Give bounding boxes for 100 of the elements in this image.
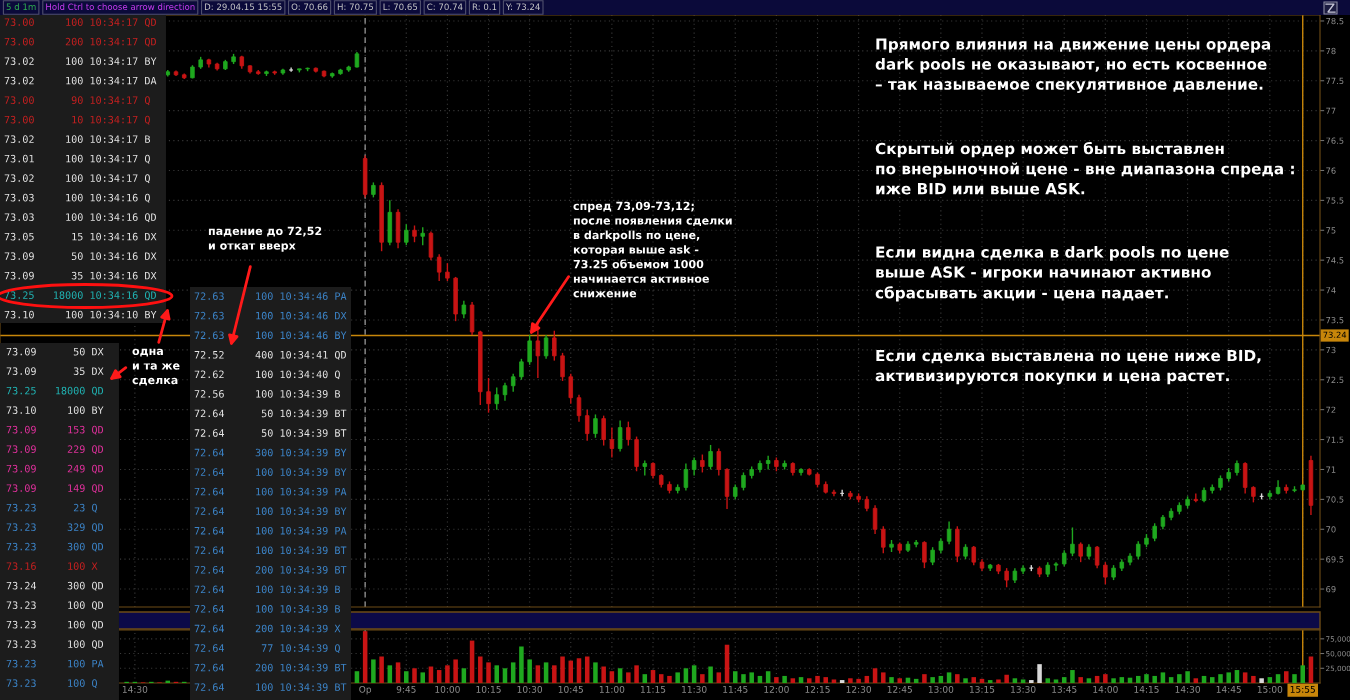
annotation: 73.23 300 QD	[6, 542, 104, 552]
x-tick-label: 14:15	[1134, 686, 1159, 693]
x-tick-label: 13:45	[1052, 685, 1077, 693]
annotation: 73.02 100 10:34:17 Q	[4, 174, 150, 184]
annotation: 73.09 50 10:34:16 DX	[4, 252, 157, 260]
x-tick-label: 14:45	[1216, 686, 1241, 693]
text: O: 70.66	[291, 3, 328, 10]
annotation: 73.23 100 PA	[6, 659, 104, 668]
annotation: 73.23 100 QD	[6, 640, 104, 650]
annotation: 73.23 23 Q	[6, 503, 97, 513]
annotation: 72.64 100 10:34:39 BY	[194, 468, 347, 476]
annotation: 72.63 100 10:34:46 DX	[194, 311, 347, 320]
x-tick-label: 15:55	[1290, 686, 1315, 693]
x-tick-label: 9:45	[396, 685, 416, 693]
y-tick-label: 73	[1326, 346, 1336, 354]
x-tick-label: 13:30	[1011, 685, 1036, 693]
annotation: 72.56 100 10:34:39 B	[194, 390, 341, 398]
annotation: 72.64 100 10:34:39 BT	[194, 546, 347, 555]
annotation: 72.64 50 10:34:39 BT	[194, 409, 347, 418]
text: C: 70.74	[427, 3, 463, 10]
x-tick-label: 10:45	[558, 685, 583, 693]
ref-line-label: 73.24	[1323, 331, 1347, 338]
x-tick-label: 12:15	[805, 685, 830, 693]
x-tick-label: 11:00	[599, 685, 625, 693]
annotation: 72.63 100 10:34:46 PA	[194, 292, 347, 300]
x-tick-label: 14:30	[122, 685, 148, 693]
annotation: Прямого влияния на движение цены ордера dark pools не оказывают, но есть косвенное – так называемое спекулятивное давление.	[875, 38, 1271, 93]
annotation: 73.02 100 10:34:17 BY	[4, 57, 157, 65]
y-tick-label: 71	[1326, 466, 1336, 473]
text: Hold Ctrl to choose arrow direction	[46, 3, 195, 10]
x-tick-label: Op	[359, 685, 372, 695]
annotation: 72.64 200 10:34:39 BT	[194, 566, 347, 574]
annotation: 73.03 100 10:34:16 Q	[4, 193, 150, 203]
y-tick-label: 74.5	[1326, 257, 1344, 264]
y-tick-label: 76	[1326, 167, 1336, 174]
y-tick-label: 72.5	[1326, 376, 1344, 384]
y-tick-label: 70.5	[1326, 496, 1344, 503]
annotation: 73.24 300 QD	[6, 581, 104, 591]
annotation: 72.64 100 10:34:39 B	[194, 585, 341, 594]
annotation: 72.64 100 10:34:39 PA	[194, 487, 347, 496]
annotation: 73.09 35 DX	[6, 367, 104, 375]
annotation: 72.63 100 10:34:46 BY	[194, 331, 347, 340]
annotation: 72.62 100 10:34:40 Q	[194, 370, 340, 380]
y-tick-label: 69.5	[1326, 556, 1344, 563]
x-tick-label: 15:00	[1257, 685, 1283, 693]
annotation: Если видна сделка в dark pools по цене выше ASK - игроки начинают активно сбрасывать акции - цена падает.	[875, 246, 1229, 302]
annotation: падение до 72,52 и откат вверх	[208, 226, 322, 252]
x-tick-label: 11:15	[640, 686, 666, 693]
annotation: 73.16 100 X	[6, 562, 98, 570]
annotation: спред 73,09-73,12; после появления сделки в darkpolls по цене, которая выше ask - 73.25 объемом 1000 начинается активное снижение	[573, 201, 732, 298]
x-tick-label: 12:45	[887, 685, 912, 693]
annotation: 73.09 153 QD	[6, 425, 104, 435]
annotation: 72.64 200 10:34:39 BT	[194, 663, 347, 672]
x-tick-label: 13:00	[928, 685, 954, 693]
x-tick-label: 10:15	[476, 685, 501, 693]
text: Y: 73.24	[505, 3, 540, 10]
y-tick-label: 77	[1326, 107, 1336, 114]
annotation: 73.09 229 QD	[6, 445, 104, 455]
annotation: 72.52 400 10:34:41 QD	[194, 350, 346, 360]
annotation: 73.02 100 10:34:17 B	[4, 135, 151, 143]
annotation: 73.10 100 10:34:10 BY	[4, 310, 157, 319]
annotation: 72.64 77 10:34:39 Q	[194, 644, 340, 654]
annotation: 73.23 329 QD	[6, 523, 104, 533]
annotation: 72.64 100 10:34:39 B	[194, 605, 341, 613]
y-tick-label: 78	[1326, 47, 1336, 55]
x-tick-label: 12:00	[764, 685, 789, 693]
annotation: Если сделка выставлена по цене ниже BID, активизируются покупки и цена растет.	[875, 349, 1261, 385]
text: 72.64 100 10:34:39 BT	[194, 683, 347, 691]
text: 73.23 100 QD	[6, 620, 104, 630]
x-tick-label: 13:15	[969, 685, 995, 693]
annotation: 73.00 200 10:34:17 QD	[4, 37, 156, 47]
x-tick-label: 14:30	[1175, 685, 1200, 693]
annotation: 73.09 35 10:34:16 DX	[4, 271, 157, 280]
y-tick-label: 75.5	[1326, 197, 1344, 204]
annotation: одна и та же сделка	[132, 348, 180, 386]
annotation: 73.01 100 10:34:17 Q	[4, 154, 150, 164]
annotation: 73.09 149 QD	[6, 484, 104, 494]
annotation: 72.64 50 10:34:39 BT	[194, 429, 347, 437]
x-tick-label: 12:30	[846, 685, 872, 693]
y-tick-label: 72	[1326, 406, 1336, 413]
annotation: 73.23 100 Q	[6, 679, 97, 689]
annotation: 73.10 100 BY	[6, 406, 104, 414]
y-tick-label: 73.5	[1326, 316, 1344, 324]
x-tick-label: 14:00	[1093, 685, 1118, 693]
x-tick-label: 11:30	[682, 685, 707, 693]
y-tick-label: 74	[1326, 287, 1336, 294]
text: 5 d 1m	[6, 3, 36, 10]
annotation: 73.00 10 10:34:17 Q	[4, 115, 150, 125]
y-tick-label: 75	[1326, 227, 1336, 234]
text: H: 70.75	[337, 3, 374, 10]
x-tick-label: 11:45	[723, 686, 748, 693]
annotation: 73.23 100 QD	[6, 601, 104, 611]
annotation: 72.64 100 10:34:39 PA	[194, 526, 347, 535]
y-tick-label: 78.5	[1326, 17, 1344, 25]
annotation: 72.64 300 10:34:39 BY	[194, 448, 347, 457]
annotation: 73.00 90 10:34:17 Q	[4, 96, 150, 106]
x-tick-label: 10:30	[517, 685, 543, 693]
annotation: 73.09 249 QD	[6, 464, 104, 474]
annotation: 73.03 100 10:34:16 QD	[4, 213, 156, 223]
y-tick-label: 69	[1326, 586, 1336, 593]
